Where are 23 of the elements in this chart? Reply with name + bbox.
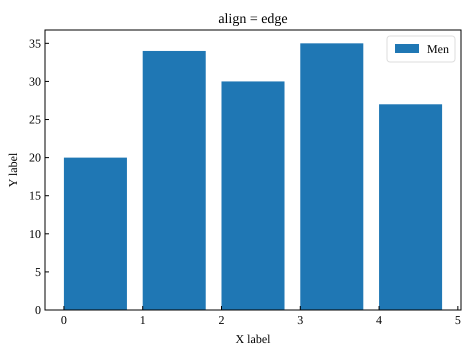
bar — [142, 50, 206, 310]
chart-title: align = edge — [218, 12, 288, 27]
x-tick-label: 0 — [60, 313, 67, 327]
x-tick-label: 1 — [140, 313, 146, 327]
x-tick-label: 4 — [376, 313, 382, 327]
y-tick-label: 25 — [29, 112, 41, 127]
y-tick-label: 15 — [29, 188, 41, 203]
y-tick-label: 20 — [29, 150, 41, 165]
legend-label: Men — [427, 42, 449, 56]
y-tick-label: 30 — [29, 74, 41, 88]
y-tick-label: 35 — [29, 36, 41, 50]
x-tick-label: 3 — [297, 313, 304, 327]
bar — [64, 158, 127, 310]
bar — [221, 81, 285, 310]
bar — [300, 43, 364, 310]
y-axis-title: Y label — [6, 152, 20, 188]
y-tick-label: 0 — [35, 303, 41, 317]
bar — [379, 104, 442, 310]
x-tick-label: 2 — [218, 313, 224, 327]
x-axis-title: X label — [236, 332, 272, 346]
x-tick-label: 5 — [454, 313, 461, 327]
y-tick-label: 10 — [29, 226, 41, 241]
y-tick-label: 5 — [35, 264, 41, 279]
